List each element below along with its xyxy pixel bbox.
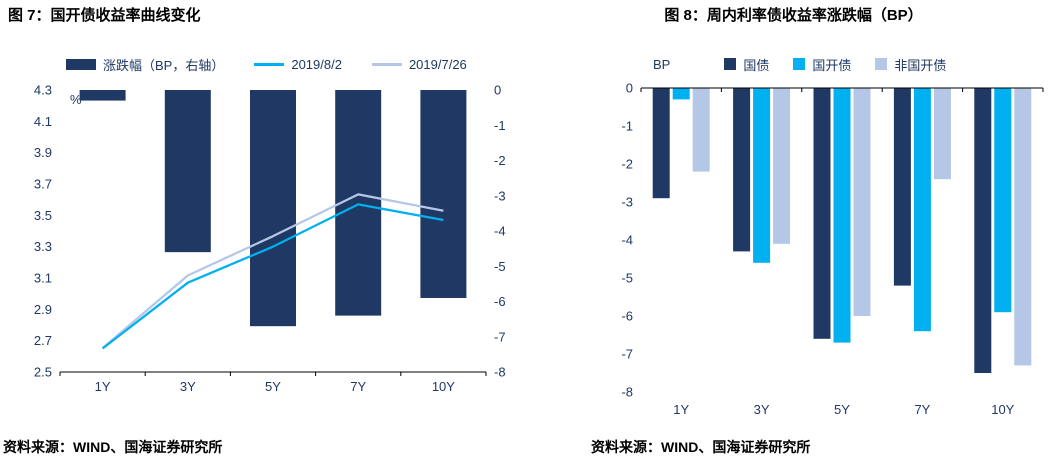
legend-label-20190726: 2019/7/26 (408, 56, 467, 72)
left-axis-tick-label: 3.3 (34, 239, 52, 254)
legend-item-treasury: 国债 (724, 55, 769, 74)
left-axis-tick-label: 2.7 (34, 333, 52, 348)
left-axis-tick-label: 2.9 (34, 302, 52, 317)
bp-change-bar (164, 90, 211, 253)
series-bar-0 (813, 88, 831, 339)
legend-item-20190802: 2019/8/2 (254, 57, 342, 72)
line-series-swatch-20190802 (254, 62, 285, 66)
legend-label-non-cdb: 非国开债 (894, 57, 947, 73)
treasury-series-swatch (724, 58, 737, 70)
series-bar-2 (1014, 88, 1032, 366)
x-axis-category-label: 5Y (834, 402, 850, 417)
left-axis-tick-label: 4.3 (34, 83, 52, 98)
y-axis-tick-label: -1 (621, 119, 633, 134)
figure7-panel: 图 7：国开债收益率曲线变化 涨跌幅（BP，右轴） 2019/8/2 2019/… (3, 7, 529, 455)
y-axis-tick-label: -7 (621, 347, 633, 362)
legend-label-treasury: 国债 (743, 57, 770, 73)
legend-label-bp-change: 涨跌幅（BP，右轴） (103, 57, 225, 73)
legend-item-bp-change: 涨跌幅（BP，右轴） (66, 55, 224, 74)
series-bar-1 (994, 88, 1012, 313)
cdb-series-swatch (793, 58, 806, 70)
non-cdb-series-swatch (875, 58, 888, 70)
y-axis-tick-label: -3 (621, 195, 633, 210)
yield-curve-line-2 (101, 193, 444, 349)
figure8-source: 资料来源：WIND、国海证券研究所 (591, 439, 811, 455)
x-axis-category-label: 3Y (180, 379, 196, 394)
y-axis-tick-label: -4 (621, 233, 633, 248)
series-bar-1 (753, 88, 771, 263)
left-axis-unit-label: % (70, 92, 82, 107)
x-axis-category-label: 10Y (991, 402, 1014, 417)
x-axis-category-label: 7Y (914, 402, 930, 417)
series-bar-2 (933, 88, 951, 180)
right-axis-tick-label: -4 (494, 224, 506, 239)
right-axis-tick-label: -8 (494, 365, 506, 380)
legend-item-non-cdb: 非国开债 (875, 55, 946, 74)
y-axis-tick-label: -2 (621, 157, 633, 172)
figure8-chart: 0 -1 -2 -3 -4 -5 -6 -7 -8 1Y 3Y 5Y 7Y 10Y (621, 81, 1044, 417)
bar-series-swatch (66, 58, 96, 70)
x-axis-category-label: 3Y (754, 402, 770, 417)
series-bar-1 (672, 88, 690, 100)
y-axis-tick-label: -6 (621, 309, 633, 324)
legend-item-cdb: 国开债 (793, 55, 851, 74)
series-bar-0 (893, 88, 911, 286)
figure7-chart: 4.3 4.1 3.9 3.7 3.5 3.3 3.1 2.9 2.7 2.5 0 -1 -2 -3 -4 -… (34, 83, 506, 395)
x-axis-category-label: 5Y (265, 379, 281, 394)
left-axis-tick-label: 3.7 (34, 177, 52, 192)
right-axis-tick-label: -2 (494, 153, 506, 168)
line-series-swatch-20190726 (371, 62, 402, 66)
figure7-title: 图 7：国开债收益率曲线变化 (8, 7, 201, 24)
series-bar-1 (913, 88, 931, 332)
series-bar-0 (733, 88, 751, 252)
series-bar-2 (692, 88, 710, 172)
y-axis-unit-label: BP (653, 56, 671, 72)
left-axis-tick-label: 4.1 (34, 114, 52, 129)
series-bar-2 (773, 88, 791, 244)
figure7-source: 资料来源：WIND、国海证券研究所 (3, 439, 223, 455)
left-axis-tick-label: 2.5 (34, 365, 52, 380)
figure8-title: 图 8：周内利率债收益率涨跌幅（BP） (664, 7, 923, 24)
x-axis-category-label: 1Y (673, 402, 689, 417)
yield-curve-line-1 (101, 203, 444, 350)
series-bar-2 (853, 88, 871, 316)
bp-change-bar (420, 90, 467, 298)
y-axis-tick-label: -8 (621, 385, 633, 400)
x-axis-category-label: 10Y (432, 379, 455, 394)
legend-label-20190802: 2019/8/2 (291, 56, 342, 72)
right-axis-tick-label: -7 (494, 329, 506, 344)
left-axis-tick-label: 3.1 (34, 271, 52, 286)
bp-change-bar (79, 90, 126, 101)
x-axis-category-label: 1Y (95, 379, 111, 394)
figure8-legend: BP 国债 国开债 非国开债 (653, 54, 1058, 74)
figure8-panel: 图 8：周内利率债收益率涨跌幅（BP） BP 国债 国开债 非国开债 0 -1 -2… (529, 0, 1058, 468)
x-axis-category-label: 7Y (350, 379, 366, 394)
figure7-legend: 涨跌幅（BP，右轴） 2019/8/2 2019/7/26 (66, 54, 529, 74)
left-axis-tick-label: 3.9 (34, 145, 52, 160)
bp-change-bar (250, 90, 296, 327)
right-axis-tick-label: -5 (494, 259, 506, 274)
legend-item-20190726: 2019/7/26 (371, 56, 467, 72)
right-axis-tick-label: -3 (494, 188, 506, 203)
series-bar-1 (833, 88, 851, 343)
left-axis-tick-label: 3.5 (34, 208, 52, 223)
y-axis-tick-label: 0 (626, 81, 633, 96)
series-bar-0 (974, 88, 992, 373)
right-axis-tick-label: -1 (494, 118, 506, 133)
right-axis-tick-label: 0 (494, 83, 501, 98)
series-bar-0 (652, 88, 670, 199)
right-axis-tick-label: -6 (494, 294, 506, 309)
y-axis-tick-label: -5 (621, 271, 633, 286)
legend-label-cdb: 国开债 (812, 57, 852, 73)
